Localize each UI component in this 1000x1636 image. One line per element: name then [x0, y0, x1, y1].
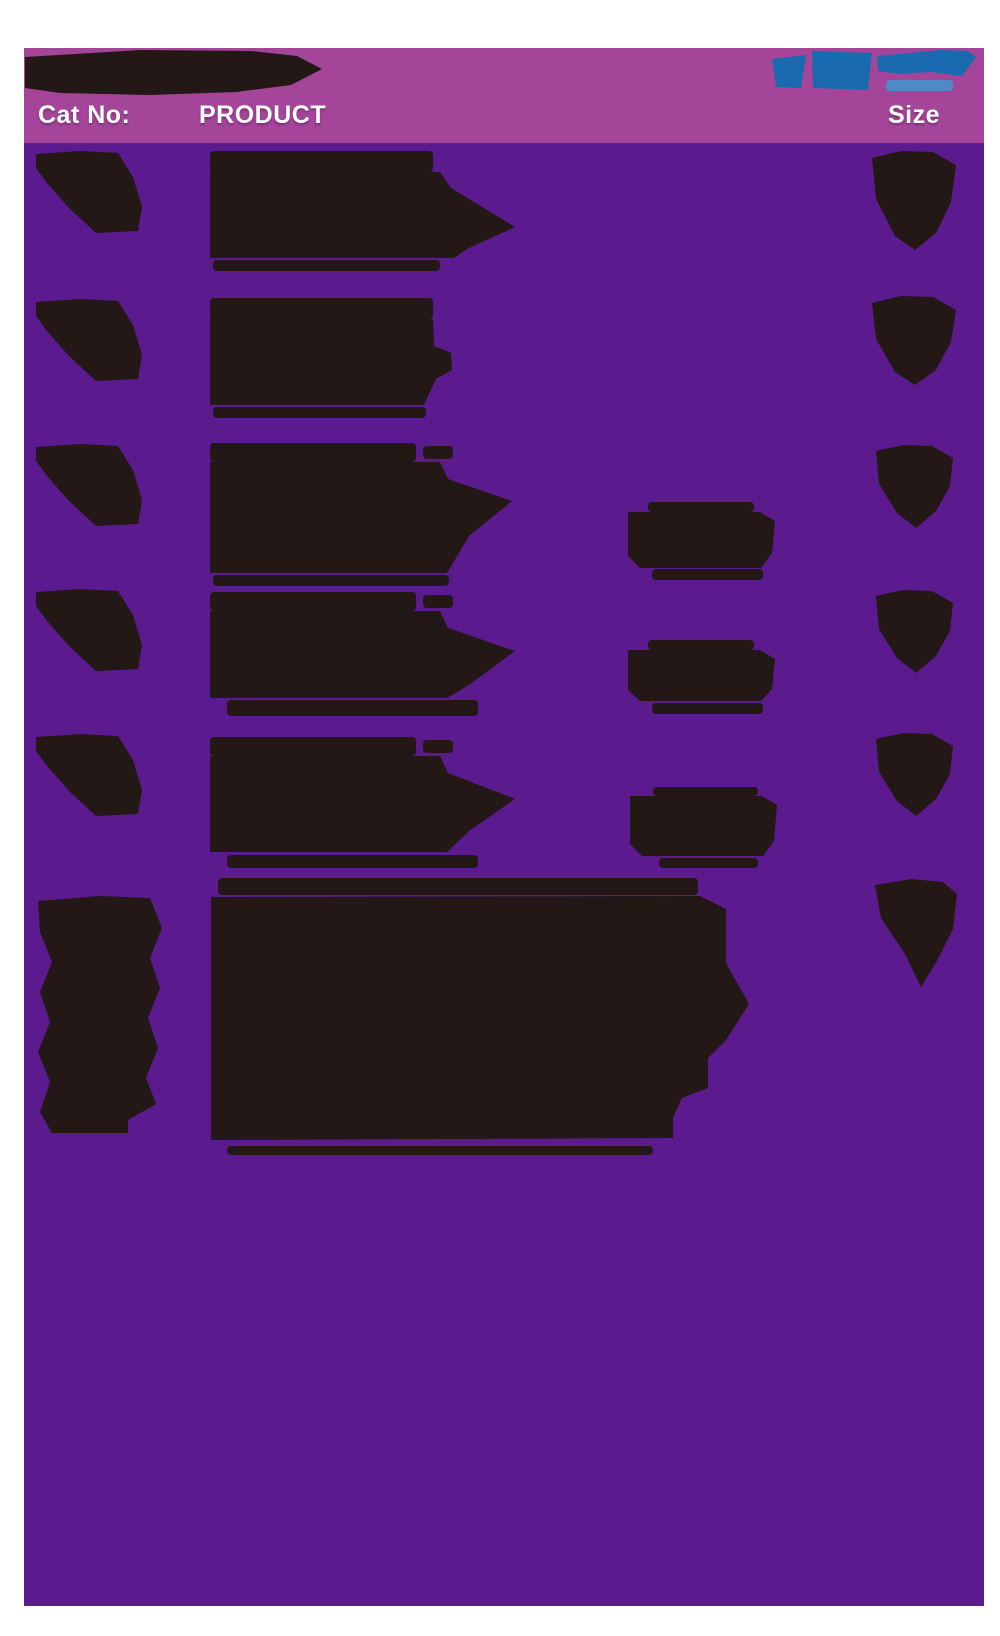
column-header-product: PRODUCT — [199, 101, 327, 129]
column-header-cat-no: Cat No: — [38, 101, 131, 129]
column-header-size: Size — [888, 101, 941, 129]
catalog-panel: Cat No: PRODUCT Size — [24, 48, 984, 1606]
header-band: Cat No: PRODUCT Size — [24, 48, 984, 143]
